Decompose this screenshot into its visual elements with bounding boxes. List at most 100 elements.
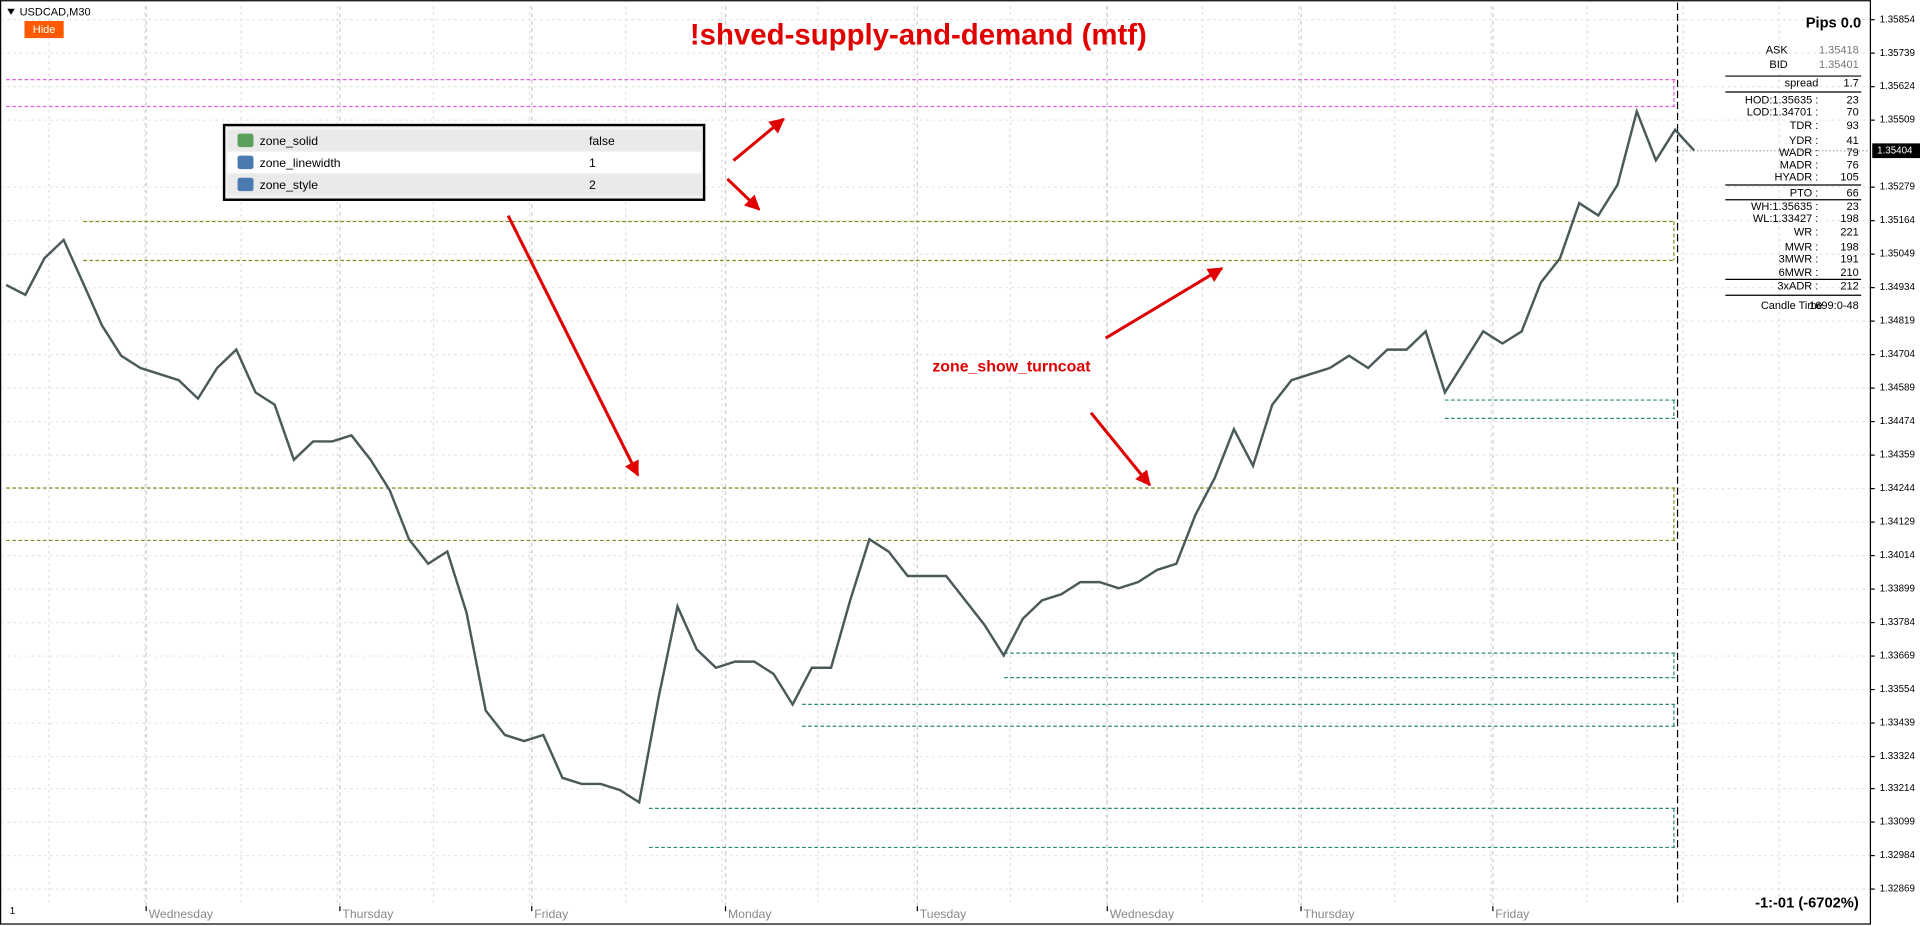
property-value: false [589, 134, 615, 148]
annotation: zone_show_turncoat [932, 359, 1091, 376]
x-tick-label: Monday [728, 907, 772, 921]
panel-value: 1699:0-48 [1809, 300, 1859, 312]
y-tick-label: 1.35164 [1880, 215, 1916, 226]
property-name: zone_style [260, 178, 319, 192]
y-tick-label: 1.34474 [1880, 416, 1916, 427]
y-tick-label: 1.34129 [1880, 517, 1915, 528]
property-name: zone_linewidth [260, 156, 341, 170]
x-tick-label: Thursday [342, 907, 394, 921]
hide-button[interactable] [24, 20, 64, 39]
panel-label: PTO : [1790, 188, 1819, 200]
property-name: zone_solid [260, 134, 319, 148]
panel-value: 191 [1840, 254, 1858, 266]
panel-label: HYADR : [1774, 172, 1818, 184]
y-tick-label: 1.34589 [1880, 383, 1915, 394]
y-tick-label: 1.35049 [1880, 249, 1915, 260]
panel-label: LOD:1.34701 : [1747, 107, 1819, 119]
property-icon [237, 177, 254, 192]
panel-value: 23 [1847, 201, 1859, 213]
panel-value: 23 [1847, 94, 1859, 106]
arrow [1089, 411, 1151, 487]
panel-value: 93 [1847, 120, 1859, 132]
property-icon [237, 133, 254, 148]
arrow [1104, 266, 1224, 340]
panel-value: 1.7 [1843, 77, 1858, 89]
y-tick-label: 1.34244 [1880, 483, 1916, 494]
y-tick-label: 1.33784 [1880, 617, 1916, 628]
y-tick-label: 1.33214 [1880, 783, 1916, 794]
panel-value: 1.35401 [1819, 59, 1859, 71]
panel-label: WL:1.33427 : [1753, 213, 1819, 225]
property-row[interactable] [227, 129, 702, 151]
panel-value: 79 [1847, 147, 1859, 159]
properties-box: zone_solid false zone_linewidth 1 zone_style… [222, 123, 706, 201]
hide-button-label[interactable]: Hide [33, 24, 56, 36]
y-tick-label: 1.34014 [1880, 550, 1916, 561]
price-box [1872, 143, 1920, 159]
panel-value: 210 [1840, 267, 1858, 279]
symbol-label: USDCAD,M30 [20, 6, 91, 18]
y-tick-label: 1.34934 [1880, 282, 1916, 293]
y-tick-label: 1.33669 [1880, 651, 1915, 662]
y-tick-label: 1.34819 [1880, 316, 1915, 327]
y-tick-label: 1.35854 [1880, 14, 1916, 25]
x-tick-label: Wednesday [1110, 907, 1175, 921]
y-tick-label: 1.34704 [1880, 349, 1916, 360]
property-value: 1 [589, 156, 596, 170]
footer-left: 1 [10, 906, 15, 917]
panel-label: BID [1769, 59, 1787, 71]
panel-value: 212 [1840, 281, 1858, 293]
panel-label: MWR : [1785, 241, 1819, 253]
arrows [506, 117, 1224, 487]
panel-label: Candle Time [1761, 300, 1823, 312]
y-tick-label: 1.34359 [1880, 450, 1915, 461]
arrow [506, 214, 640, 477]
arrow [726, 177, 761, 211]
price-box-label: 1.35404 [1877, 145, 1913, 156]
panel-label: HOD:1.35635 : [1745, 94, 1818, 106]
panel-label: 6MWR : [1779, 267, 1819, 279]
y-tick-label: 1.33554 [1880, 684, 1916, 695]
panel-value: 221 [1840, 227, 1858, 239]
panel-value: 66 [1847, 188, 1859, 200]
panel-label: MADR : [1780, 159, 1819, 171]
panel-value: 76 [1847, 159, 1859, 171]
y-tick-label: 1.33439 [1880, 718, 1915, 729]
pips-title: Pips 0.0 [1806, 15, 1862, 31]
y-tick-label: 1.32984 [1880, 850, 1916, 861]
panel-label: WH:1.35635 : [1751, 201, 1818, 213]
footer-right: -1:-01 (-6702%) [1755, 896, 1859, 912]
panel-label: spread [1785, 77, 1819, 89]
x-tick-label: Thursday [1303, 907, 1355, 921]
panel-value: 70 [1847, 107, 1859, 119]
y-tick-label: 1.33324 [1880, 751, 1916, 762]
chart-title: !shved-supply-and-demand (mtf) [690, 19, 1147, 52]
collapse-icon[interactable] [7, 8, 15, 15]
arrow [732, 117, 785, 162]
property-icon [237, 155, 254, 170]
x-tick-label: Tuesday [920, 907, 967, 921]
panel-label: ASK [1766, 44, 1789, 56]
panel-label: 3xADR : [1777, 281, 1818, 293]
y-tick-label: 1.35624 [1880, 81, 1916, 92]
property-row[interactable] [227, 174, 702, 195]
price-line [5, 107, 1696, 805]
panel-label: 3MWR : [1779, 254, 1819, 266]
panel-value: 198 [1840, 213, 1858, 225]
panel-label: WR : [1794, 227, 1818, 239]
panel-value: 198 [1840, 241, 1858, 253]
panel-label: TDR : [1790, 120, 1819, 132]
panel-value: 105 [1840, 172, 1858, 184]
y-tick-label: 1.35279 [1880, 182, 1915, 193]
property-row[interactable] [227, 151, 702, 173]
panel-value: 1.35418 [1819, 44, 1859, 56]
y-tick-label: 1.32869 [1880, 884, 1915, 895]
panel-value: 41 [1847, 135, 1859, 147]
x-tick-label: Friday [1495, 907, 1530, 921]
x-tick-label: Friday [534, 907, 569, 921]
property-value: 2 [589, 178, 596, 192]
y-tick-label: 1.35509 [1880, 115, 1915, 126]
y-tick-label: 1.35739 [1880, 48, 1915, 59]
